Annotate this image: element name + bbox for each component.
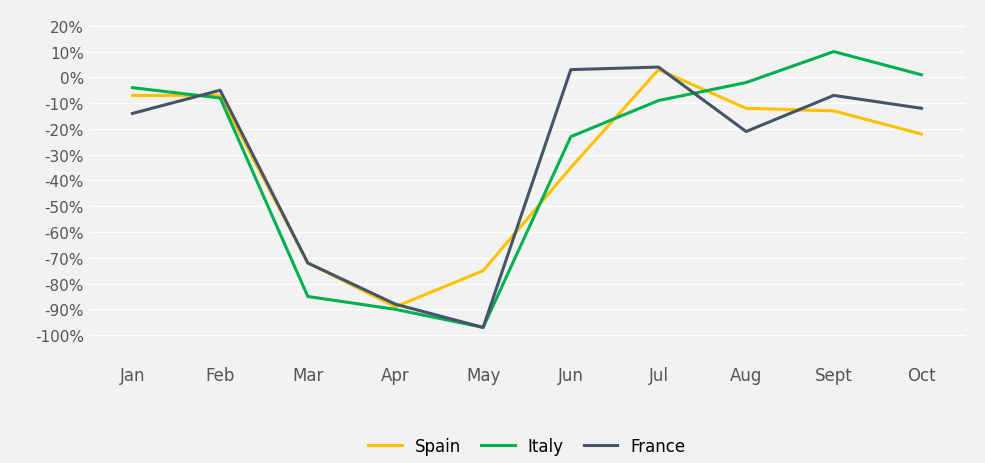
Spain	[741, 106, 753, 112]
Italy	[916, 73, 928, 78]
Spain	[478, 269, 490, 274]
Italy	[741, 81, 753, 86]
Italy	[301, 294, 313, 300]
Legend: Spain, Italy, France: Spain, Italy, France	[363, 432, 690, 460]
France	[478, 325, 490, 331]
France	[741, 130, 753, 135]
France	[389, 302, 402, 307]
Italy	[389, 307, 402, 313]
France	[827, 94, 839, 99]
Line: France: France	[132, 68, 922, 328]
France	[652, 65, 664, 71]
Spain	[652, 68, 664, 73]
France	[301, 261, 313, 266]
Italy	[215, 96, 227, 101]
Line: Spain: Spain	[132, 70, 922, 307]
Spain	[215, 94, 227, 99]
Line: Italy: Italy	[132, 52, 922, 328]
France	[565, 68, 577, 73]
Italy	[126, 86, 138, 91]
Spain	[827, 109, 839, 114]
Spain	[916, 132, 928, 138]
France	[126, 112, 138, 117]
Italy	[478, 325, 490, 331]
Spain	[389, 304, 402, 310]
France	[215, 88, 227, 94]
Italy	[565, 135, 577, 140]
Spain	[301, 261, 313, 266]
Spain	[565, 165, 577, 171]
France	[916, 106, 928, 112]
Italy	[652, 99, 664, 104]
Spain	[126, 94, 138, 99]
Italy	[827, 50, 839, 55]
